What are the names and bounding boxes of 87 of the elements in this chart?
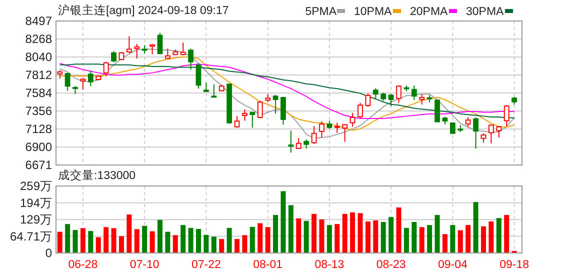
bar — [172, 235, 178, 253]
bar — [358, 213, 363, 253]
bar — [57, 232, 62, 253]
bar — [466, 225, 471, 253]
bar — [204, 234, 209, 253]
bar — [219, 239, 224, 253]
bar — [488, 221, 494, 253]
bar — [258, 223, 263, 253]
bar — [234, 239, 240, 253]
x-tick-label: 06-28 — [68, 259, 98, 271]
x-tick-label: 08-13 — [314, 259, 344, 271]
legend-label: 5PMA — [305, 6, 337, 18]
bar — [157, 220, 162, 253]
y-tick-label: 259万 — [20, 179, 52, 193]
y-tick-label: 7584 — [25, 86, 52, 100]
bar — [188, 228, 194, 253]
legend-label: 10PMA — [354, 6, 392, 18]
bar — [504, 214, 510, 253]
bar — [312, 214, 317, 253]
bar — [280, 191, 286, 253]
bar — [496, 218, 502, 253]
chart-title: 沪银主连[agm] 2024-09-18 09:17 — [58, 3, 229, 17]
legend-label: 20PMA — [410, 6, 448, 18]
x-tick-label: 07-10 — [130, 259, 160, 271]
legend-label: 30PMA — [466, 6, 504, 18]
bar — [142, 226, 148, 253]
bar — [150, 231, 155, 253]
x-tick-label: 07-22 — [191, 259, 221, 271]
bar — [480, 226, 486, 253]
y-tick-label: 7356 — [25, 104, 52, 118]
x-tick-label: 09-04 — [438, 259, 468, 271]
bar — [273, 214, 278, 253]
bar — [365, 221, 370, 253]
bar — [134, 229, 140, 253]
bar — [334, 224, 340, 253]
y-tick-label: 8040 — [25, 50, 52, 64]
bar — [211, 236, 216, 253]
bar — [388, 217, 394, 253]
bar — [118, 236, 124, 253]
bar — [373, 220, 378, 253]
y-tick-label: 7128 — [25, 122, 52, 136]
y-tick-label: 6671 — [25, 158, 52, 172]
bar — [196, 228, 201, 253]
y-tick-label: 8268 — [25, 32, 52, 46]
chart-title: 成交量:133000 — [58, 168, 136, 182]
bar — [265, 227, 270, 253]
bar — [412, 222, 417, 253]
bar — [404, 228, 409, 253]
x-tick-label: 08-01 — [253, 259, 283, 271]
x-tick-label: 09-18 — [500, 259, 530, 271]
bar — [226, 228, 232, 253]
y-tick-label: 0 — [45, 246, 52, 260]
bar — [458, 230, 463, 253]
y-tick-label: 6900 — [25, 140, 52, 154]
bar — [250, 226, 255, 253]
bar — [434, 214, 440, 253]
y-tick-label: 8497 — [25, 14, 52, 28]
bar — [326, 225, 332, 253]
bar — [104, 227, 109, 253]
bar — [350, 212, 356, 253]
bar — [473, 202, 478, 253]
bar — [65, 224, 70, 253]
bar — [396, 207, 402, 253]
bar — [242, 235, 248, 253]
y-tick-label: 194万 — [20, 196, 52, 210]
bar — [342, 214, 348, 253]
bar — [296, 218, 302, 253]
y-tick-label: 7812 — [25, 68, 52, 82]
bar — [180, 225, 186, 253]
bar — [419, 227, 424, 253]
bar — [442, 234, 448, 253]
bar — [427, 225, 432, 253]
bar — [380, 222, 386, 253]
x-tick-label: 08-23 — [376, 259, 406, 271]
y-tick-label: 129万 — [20, 212, 52, 227]
y-tick-label: 64.71万 — [10, 229, 52, 244]
bar — [304, 220, 309, 253]
bar — [165, 232, 170, 253]
bar — [319, 219, 324, 253]
bar — [80, 228, 86, 253]
bar — [450, 225, 456, 253]
bar — [111, 228, 116, 253]
bar — [96, 237, 101, 253]
bar — [288, 205, 294, 253]
bar — [126, 214, 132, 253]
bar — [88, 231, 94, 253]
bar — [72, 230, 78, 253]
